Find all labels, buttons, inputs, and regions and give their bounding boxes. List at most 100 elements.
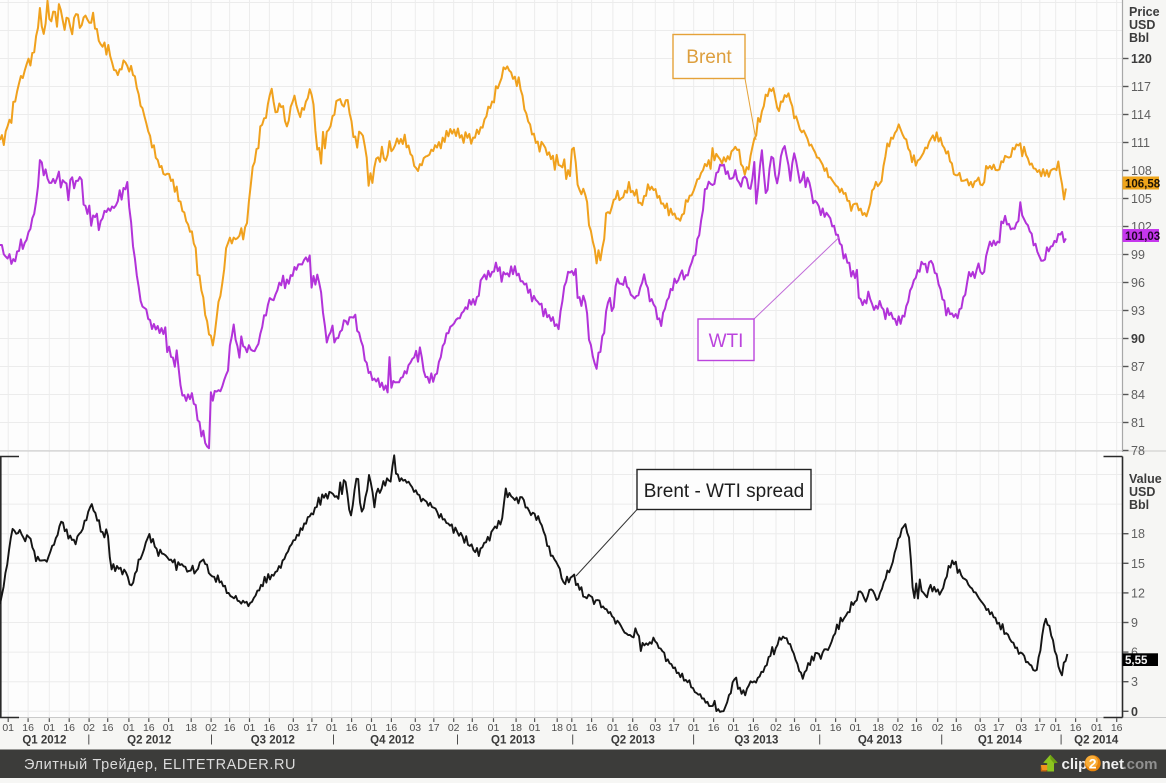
svg-text:12: 12 — [1131, 586, 1145, 600]
svg-text:5,55: 5,55 — [1125, 655, 1148, 667]
svg-text:03: 03 — [287, 722, 299, 734]
svg-text:01: 01 — [688, 722, 700, 734]
svg-text:16: 16 — [466, 722, 478, 734]
svg-text:2: 2 — [1089, 756, 1097, 772]
svg-text:16: 16 — [586, 722, 598, 734]
svg-text:Price: Price — [1129, 5, 1160, 19]
svg-text:01: 01 — [326, 722, 338, 734]
svg-text:16: 16 — [748, 722, 760, 734]
svg-text:99: 99 — [1131, 248, 1145, 262]
svg-text:16: 16 — [1111, 722, 1123, 734]
svg-text:01: 01 — [566, 722, 578, 734]
svg-text:15: 15 — [1131, 557, 1145, 571]
svg-text:01: 01 — [529, 722, 541, 734]
svg-text:01: 01 — [163, 722, 175, 734]
svg-text:16: 16 — [1070, 722, 1082, 734]
svg-text:16: 16 — [264, 722, 276, 734]
svg-text:17: 17 — [993, 722, 1005, 734]
svg-text:9: 9 — [1131, 616, 1138, 630]
svg-text:84: 84 — [1131, 388, 1145, 402]
svg-text:Value: Value — [1129, 472, 1162, 486]
svg-text:Q2 2012: Q2 2012 — [127, 735, 171, 747]
svg-text:Q3 2012: Q3 2012 — [251, 735, 295, 747]
svg-text:USD: USD — [1129, 485, 1155, 499]
svg-text:108: 108 — [1131, 164, 1152, 178]
svg-text:120: 120 — [1131, 52, 1152, 66]
svg-text:18: 18 — [185, 722, 197, 734]
svg-text:96: 96 — [1131, 276, 1145, 290]
svg-text:Bbl: Bbl — [1129, 31, 1149, 45]
svg-text:WTI: WTI — [709, 331, 744, 352]
svg-text:Q1 2013: Q1 2013 — [491, 735, 535, 747]
svg-text:03: 03 — [649, 722, 661, 734]
svg-text:16: 16 — [789, 722, 801, 734]
svg-text:clip: clip — [1062, 756, 1088, 773]
svg-text:93: 93 — [1131, 304, 1145, 318]
svg-text:01: 01 — [1050, 722, 1062, 734]
svg-text:02: 02 — [83, 722, 95, 734]
svg-text:01: 01 — [244, 722, 256, 734]
svg-text:01: 01 — [810, 722, 822, 734]
svg-text:Q2 2014: Q2 2014 — [1074, 735, 1119, 747]
svg-text:Q4 2012: Q4 2012 — [370, 735, 414, 747]
svg-text:18: 18 — [1131, 527, 1145, 541]
svg-text:Brent: Brent — [686, 47, 732, 68]
svg-text:Q2 2013: Q2 2013 — [611, 735, 655, 747]
svg-text:Q4 2013: Q4 2013 — [858, 735, 902, 747]
svg-text:17: 17 — [428, 722, 440, 734]
svg-text:16: 16 — [386, 722, 398, 734]
svg-text:16: 16 — [22, 722, 34, 734]
svg-text:.com: .com — [1123, 756, 1158, 773]
svg-text:01: 01 — [607, 722, 619, 734]
svg-text:17: 17 — [1034, 722, 1046, 734]
svg-text:Q1 2014: Q1 2014 — [978, 735, 1023, 747]
svg-text:01: 01 — [366, 722, 378, 734]
svg-text:18: 18 — [510, 722, 522, 734]
svg-text:01: 01 — [728, 722, 740, 734]
svg-text:16: 16 — [708, 722, 720, 734]
svg-text:105: 105 — [1131, 192, 1152, 206]
svg-text:01: 01 — [850, 722, 862, 734]
svg-text:03: 03 — [409, 722, 421, 734]
svg-text:16: 16 — [830, 722, 842, 734]
svg-text:Элитный Трейдер, ELITETRADER.R: Элитный Трейдер, ELITETRADER.RU — [24, 757, 296, 773]
svg-text:16: 16 — [63, 722, 75, 734]
svg-text:101,03: 101,03 — [1125, 231, 1160, 243]
svg-text:02: 02 — [205, 722, 217, 734]
svg-text:Q3 2013: Q3 2013 — [734, 735, 778, 747]
svg-text:114: 114 — [1131, 108, 1151, 122]
svg-text:16: 16 — [627, 722, 639, 734]
svg-text:01: 01 — [1091, 722, 1103, 734]
svg-text:78: 78 — [1131, 444, 1145, 458]
svg-text:87: 87 — [1131, 360, 1145, 374]
svg-text:Q1 2012: Q1 2012 — [22, 735, 66, 747]
svg-text:02: 02 — [932, 722, 944, 734]
svg-text:01: 01 — [2, 722, 14, 734]
svg-text:Brent - WTI spread: Brent - WTI spread — [644, 481, 805, 502]
svg-text:03: 03 — [1015, 722, 1027, 734]
svg-text:02: 02 — [770, 722, 782, 734]
svg-text:USD: USD — [1129, 18, 1155, 32]
svg-text:02: 02 — [892, 722, 904, 734]
svg-text:18: 18 — [551, 722, 563, 734]
svg-text:01: 01 — [123, 722, 135, 734]
svg-text:net: net — [1102, 756, 1125, 773]
svg-text:16: 16 — [224, 722, 236, 734]
svg-text:106,58: 106,58 — [1125, 179, 1161, 191]
svg-text:01: 01 — [488, 722, 500, 734]
svg-text:6: 6 — [1131, 646, 1138, 660]
svg-text:90: 90 — [1131, 332, 1145, 346]
svg-text:02: 02 — [448, 722, 460, 734]
svg-text:16: 16 — [346, 722, 358, 734]
svg-text:16: 16 — [911, 722, 923, 734]
svg-text:81: 81 — [1131, 416, 1145, 430]
svg-text:111: 111 — [1131, 136, 1150, 150]
svg-text:03: 03 — [974, 722, 986, 734]
svg-text:3: 3 — [1131, 675, 1138, 689]
svg-text:117: 117 — [1131, 80, 1151, 94]
svg-text:16: 16 — [950, 722, 962, 734]
svg-text:17: 17 — [668, 722, 680, 734]
svg-text:Bbl: Bbl — [1129, 498, 1149, 512]
svg-text:01: 01 — [43, 722, 55, 734]
svg-text:17: 17 — [306, 722, 318, 734]
